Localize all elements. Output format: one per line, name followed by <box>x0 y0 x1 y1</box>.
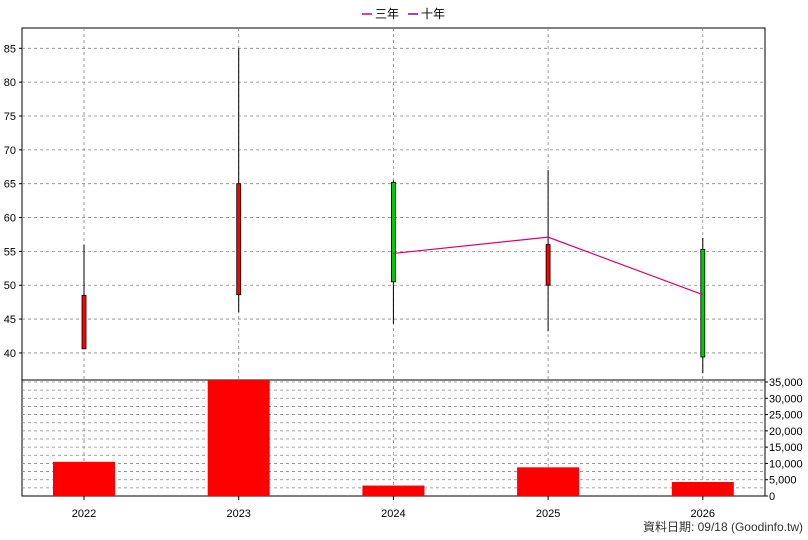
volume-grid <box>22 380 765 496</box>
x-tick-label-2023: 2023 <box>226 508 250 520</box>
price-tick-label-4: 60 <box>4 213 16 225</box>
volume-tick-label-5: 25,000 <box>769 410 803 422</box>
price-tick-label-5: 65 <box>4 179 16 191</box>
x-tick-label-2024: 2024 <box>381 508 405 520</box>
volume-bar-2025 <box>517 467 580 496</box>
volume-tick-label-2: 10,000 <box>769 458 803 470</box>
candle-body-2026 <box>700 248 706 358</box>
x-tick-label-2022: 2022 <box>72 508 96 520</box>
volume-tick-label-1: 5,000 <box>769 475 797 487</box>
price-tick-label-1: 45 <box>4 314 16 326</box>
volume-tick-label-4: 20,000 <box>769 426 803 438</box>
candle-body-2025 <box>545 244 551 286</box>
legend: 三年 十年 <box>362 7 445 21</box>
price-tick-label-8: 80 <box>4 77 16 89</box>
volume-tick-label-6: 30,000 <box>769 393 803 405</box>
candle-body-2024 <box>390 181 396 283</box>
price-tick-label-3: 55 <box>4 246 16 258</box>
x-tick-label-2026: 2026 <box>691 508 715 520</box>
volume-bar-2026 <box>671 481 734 496</box>
data-date-footer: 資料日期: 09/18 (Goodinfo.tw) <box>643 520 803 534</box>
x-tick-label-2025: 2025 <box>536 508 560 520</box>
candle-body-2022 <box>81 294 87 350</box>
volume-tick-label-7: 35,000 <box>769 377 803 389</box>
volume-tick-label-3: 15,000 <box>769 442 803 454</box>
volume-y-axis: 0 5,000 10,000 15,000 20,000 25,000 30,000 35,0… <box>765 377 803 503</box>
price-y-axis: 40 45 50 55 60 65 70 75 80 85 <box>4 43 22 360</box>
x-axis: 2022 2023 2024 2025 2026 <box>72 496 715 520</box>
price-tick-label-6: 70 <box>4 145 16 157</box>
three-year-line <box>393 236 704 296</box>
volume-bars <box>53 380 734 496</box>
volume-bar-2024 <box>362 485 425 496</box>
price-tick-label-7: 75 <box>4 111 16 123</box>
legend-label-1: 十年 <box>421 7 445 21</box>
volume-bar-2022 <box>53 461 115 496</box>
volume-tick-label-0: 0 <box>769 491 775 503</box>
price-tick-label-0: 40 <box>4 348 16 360</box>
candle-body-2023 <box>236 183 242 296</box>
legend-label-0: 三年 <box>375 7 399 21</box>
price-tick-label-2: 50 <box>4 280 16 292</box>
price-panel: 40 45 50 55 60 65 70 75 80 85 <box>4 27 766 381</box>
candles <box>81 48 706 374</box>
price-tick-label-9: 85 <box>4 43 16 55</box>
volume-panel: 0 5,000 10,000 15,000 20,000 25,000 30,000 35,0… <box>21 377 803 503</box>
volume-bar-2023 <box>207 380 270 496</box>
